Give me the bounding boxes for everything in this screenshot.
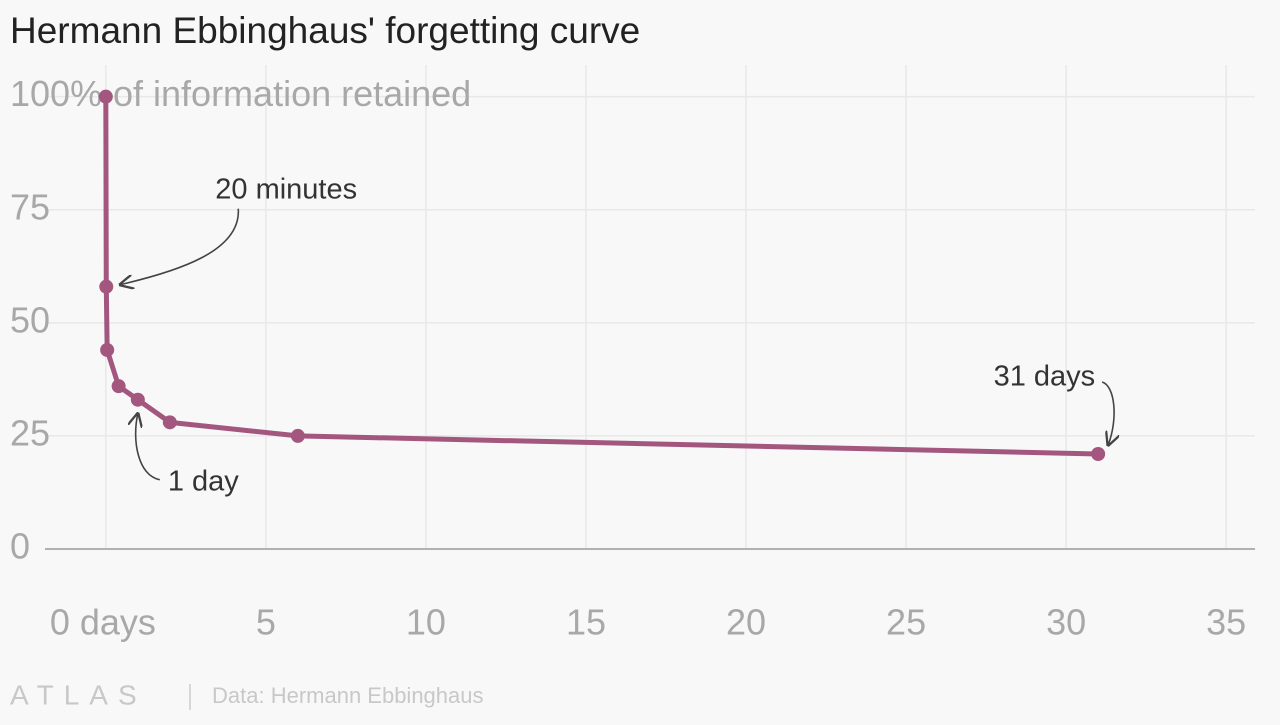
- y-tick-label: 75: [10, 186, 50, 227]
- annotation: 1 day: [168, 465, 239, 497]
- annotation-arrow: [136, 414, 161, 481]
- data-point: [1091, 447, 1106, 462]
- x-tick-label: 10: [406, 602, 446, 643]
- y-axis-label: of information retained: [113, 73, 471, 114]
- y-tick-label: 25: [10, 412, 50, 453]
- annotation-arrow: [120, 208, 240, 285]
- data-point: [290, 428, 305, 443]
- logo: ATLAS: [10, 679, 147, 710]
- annotation: 20 minutes: [215, 173, 357, 205]
- data-point: [100, 342, 115, 357]
- x-tick-label: 5: [256, 602, 276, 643]
- data-point: [162, 415, 177, 430]
- x-tick-label: 0 days: [50, 602, 156, 643]
- x-tick-label: 35: [1206, 602, 1246, 643]
- y-tick-label: 50: [10, 299, 50, 340]
- x-tick-label: 20: [726, 602, 766, 643]
- data-point: [98, 89, 113, 104]
- data-line: [103, 96, 1099, 457]
- data-point: [130, 392, 145, 407]
- y-tick-label: 0: [10, 526, 30, 567]
- data-point: [99, 279, 114, 294]
- y-tick-label: 100%: [10, 73, 102, 114]
- data-point: [111, 379, 126, 394]
- annotation: 31 days: [994, 361, 1096, 393]
- source: Data: Hermann Ebbinghaus: [212, 683, 484, 708]
- x-tick-label: 15: [566, 602, 606, 643]
- chart-title: Hermann Ebbinghaus' forgetting curve: [10, 10, 640, 51]
- annotation-arrow: [1101, 381, 1114, 445]
- x-tick-label: 25: [886, 602, 926, 643]
- x-tick-label: 30: [1046, 602, 1086, 643]
